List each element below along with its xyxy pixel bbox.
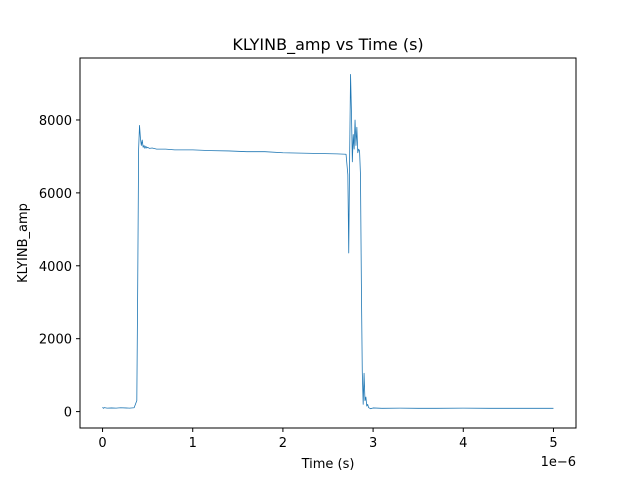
y-tick-label: 2000 [39, 333, 72, 348]
x-tick-label: 4 [459, 436, 467, 451]
plot-area [102, 74, 554, 410]
x-tick-label: 3 [369, 436, 377, 451]
y-tick-label: 0 [64, 406, 72, 421]
x-tick-label: 2 [279, 436, 287, 451]
y-axis-label: KLYINB_amp [16, 203, 31, 283]
x-tick-label: 0 [98, 436, 106, 451]
y-tick-label: 6000 [39, 187, 72, 202]
y-axis: 0 2000 4000 6000 8000 [39, 114, 80, 421]
x-axis: 0 1 2 3 4 5 [98, 428, 558, 451]
x-axis-offset-label: 1e−6 [541, 455, 576, 470]
series-line-0 [102, 74, 554, 410]
x-tick-label: 5 [549, 436, 557, 451]
y-tick-label: 4000 [39, 260, 72, 275]
y-tick-label: 8000 [39, 114, 72, 129]
axes-frame [79, 57, 577, 429]
x-axis-label: Time (s) [301, 457, 355, 472]
chart-title: KLYINB_amp vs Time (s) [232, 35, 423, 55]
x-tick-label: 1 [189, 436, 197, 451]
